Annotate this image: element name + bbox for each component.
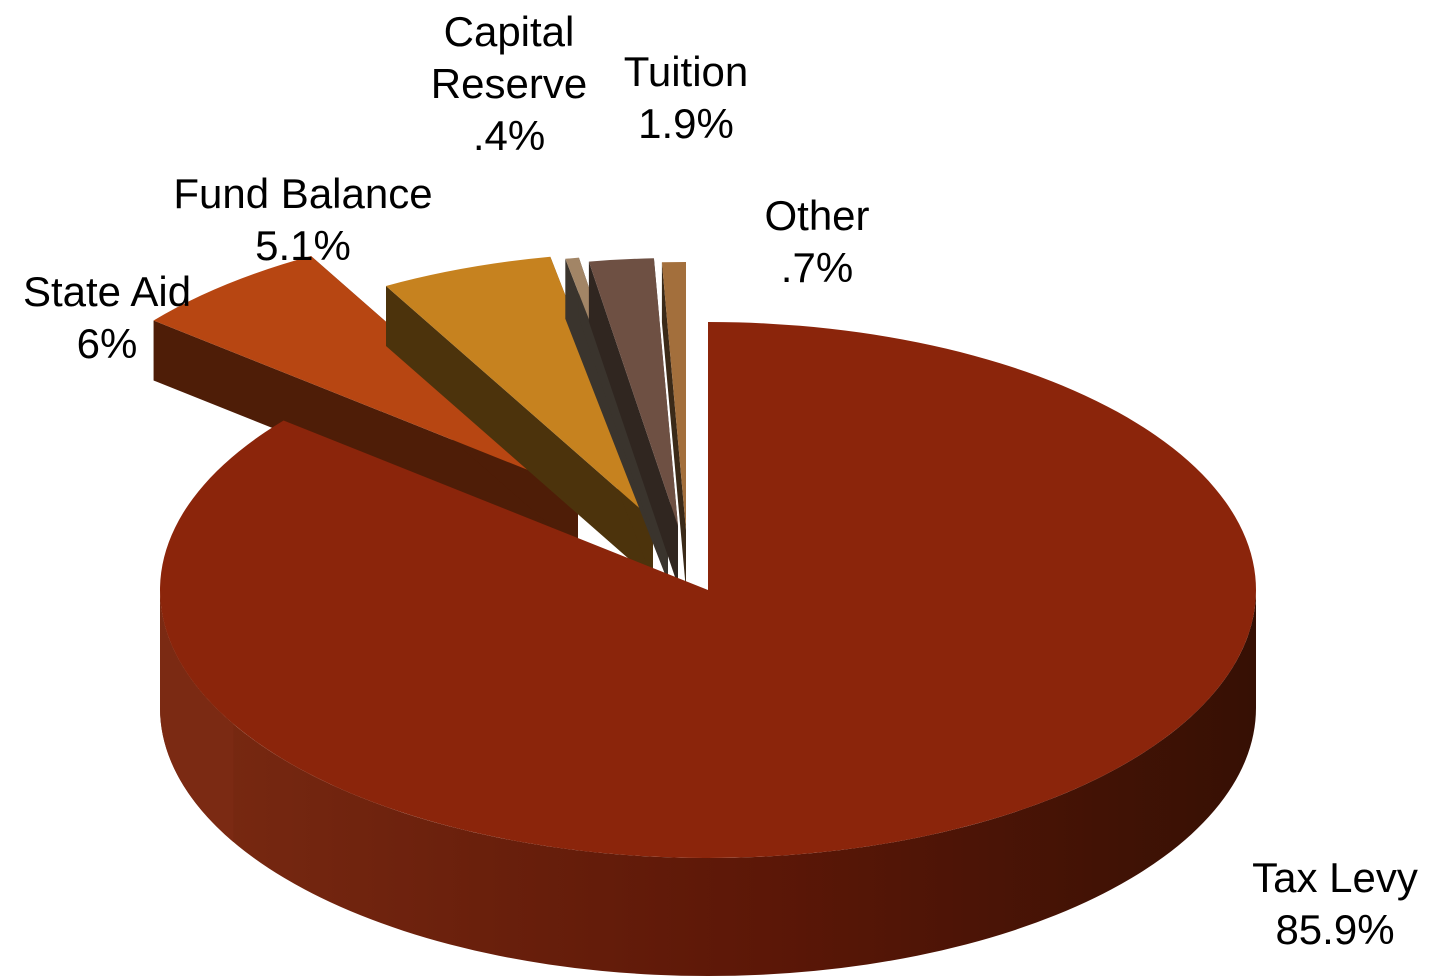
pie-slice-side bbox=[588, 261, 678, 586]
slice-label-fund-balance: Fund Balance 5.1% bbox=[173, 168, 432, 272]
pie-slice-tax-levy bbox=[159, 322, 1256, 976]
slice-value: 5.1% bbox=[255, 222, 351, 269]
pie-slice-side-left bbox=[160, 590, 234, 842]
pie-slice-side bbox=[160, 590, 1256, 976]
pie-slices bbox=[153, 255, 1256, 976]
slice-label-other: Other .7% bbox=[764, 190, 869, 294]
slice-value: 1.9% bbox=[638, 100, 734, 147]
slice-name: Fund Balance bbox=[173, 170, 433, 217]
slice-value: 85.9% bbox=[1275, 906, 1395, 953]
slice-name: Tuition bbox=[623, 48, 749, 95]
pie-slice-top bbox=[159, 322, 1256, 858]
slice-label-tax-levy: Tax Levy 85.9% bbox=[1252, 852, 1418, 956]
slice-label-capital-reserve: Capital Reserve .4% bbox=[419, 6, 599, 162]
slice-label-tuition: Tuition 1.9% bbox=[624, 46, 749, 150]
pie-slice-top bbox=[153, 255, 578, 490]
pie-slice-top bbox=[588, 258, 678, 526]
pie-slice-state-aid bbox=[153, 255, 578, 550]
pie-slice-side bbox=[661, 262, 686, 590]
slice-name: State Aid bbox=[22, 268, 192, 315]
slice-name: Capital Reserve bbox=[430, 8, 588, 107]
pie-slice-tuition bbox=[588, 258, 678, 586]
pie-slice-top bbox=[385, 256, 653, 520]
slice-value: 6% bbox=[76, 320, 138, 367]
slice-name: Tax Levy bbox=[1252, 854, 1418, 901]
slice-name: Other bbox=[764, 192, 870, 239]
slice-value: .4% bbox=[472, 112, 546, 159]
pie-slice-top bbox=[661, 262, 686, 530]
pie-slice-side bbox=[153, 320, 578, 550]
slice-label-state-aid: State Aid 6% bbox=[23, 266, 191, 370]
slice-value: .7% bbox=[780, 244, 854, 291]
pie-slice-side bbox=[385, 285, 653, 580]
pie-slice-other bbox=[661, 262, 686, 590]
